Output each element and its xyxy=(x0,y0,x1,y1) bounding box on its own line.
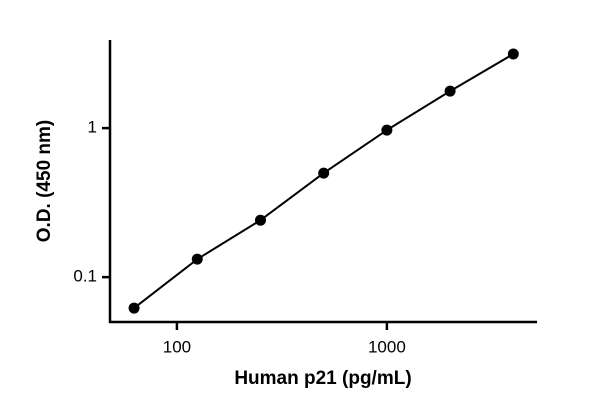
point xyxy=(318,167,330,179)
line xyxy=(133,53,514,309)
x-tick-label: 1000 xyxy=(368,337,406,356)
point xyxy=(191,253,203,265)
y-tick-label: 0.1 xyxy=(73,267,97,286)
x-axis-label: Human p21 (pg/mL) xyxy=(234,368,411,389)
y-axis-label: O.D. (450 nm) xyxy=(34,120,55,242)
point xyxy=(254,214,266,226)
point xyxy=(507,48,519,60)
x-tick-label: 100 xyxy=(163,337,191,356)
y-tick-label: 1 xyxy=(88,118,97,137)
point xyxy=(128,302,140,314)
point xyxy=(444,85,456,97)
point xyxy=(381,124,393,136)
